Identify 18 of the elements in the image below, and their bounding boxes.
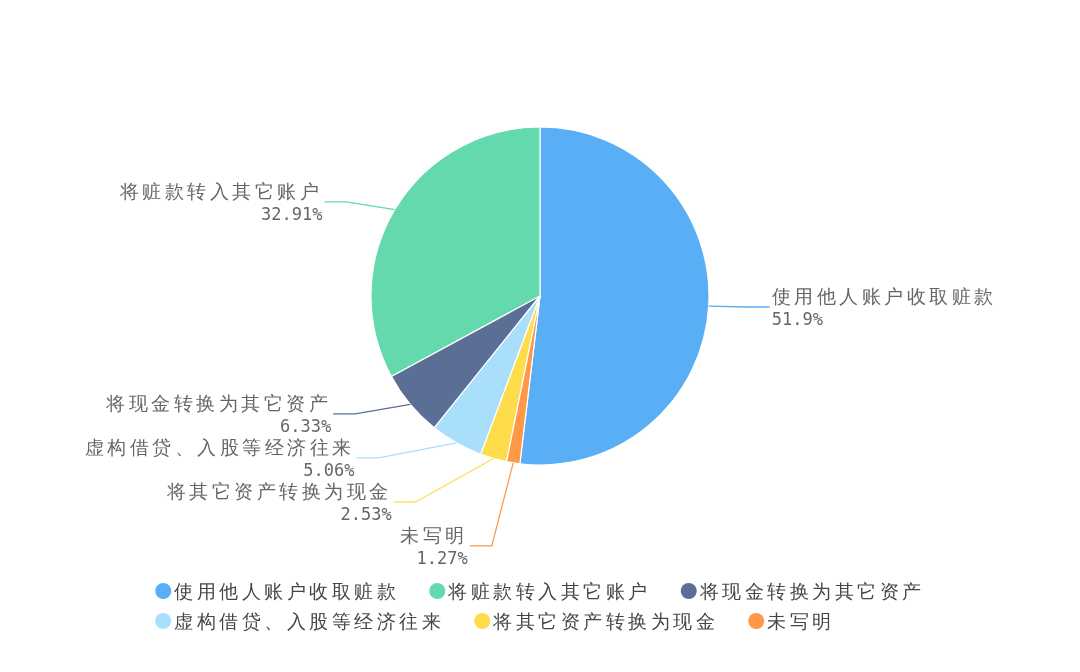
legend-label: 使用他人账户收取赃款 [174, 580, 400, 602]
legend-label: 未写明 [767, 610, 835, 632]
slice-label: 虚构借贷、入股等经济往来 [84, 435, 355, 458]
data-label: 6.33% [280, 415, 332, 436]
legend-label: 将赃款转入其它账户 [447, 580, 651, 602]
data-label: 2.53% [340, 503, 392, 524]
slice-label: 使用他人账户收取赃款 [771, 284, 997, 307]
legend-label: 将现金转换为其它资产 [698, 580, 925, 602]
slice-label: 将赃款转入其它账户 [118, 179, 323, 202]
legend-label: 将其它资产转换为现金 [492, 610, 719, 632]
slice-label: 未写明 [400, 523, 468, 546]
data-label: 1.27% [416, 547, 468, 568]
data-label: 51.9% [771, 308, 823, 329]
data-label: 32.91% [261, 203, 323, 224]
slice-label: 将现金转换为其它资产 [105, 391, 332, 414]
data-label: 5.06% [303, 459, 355, 480]
slice-label: 将其它资产转换为现金 [165, 479, 392, 502]
legend-label: 虚构借贷、入股等经济往来 [174, 610, 445, 632]
